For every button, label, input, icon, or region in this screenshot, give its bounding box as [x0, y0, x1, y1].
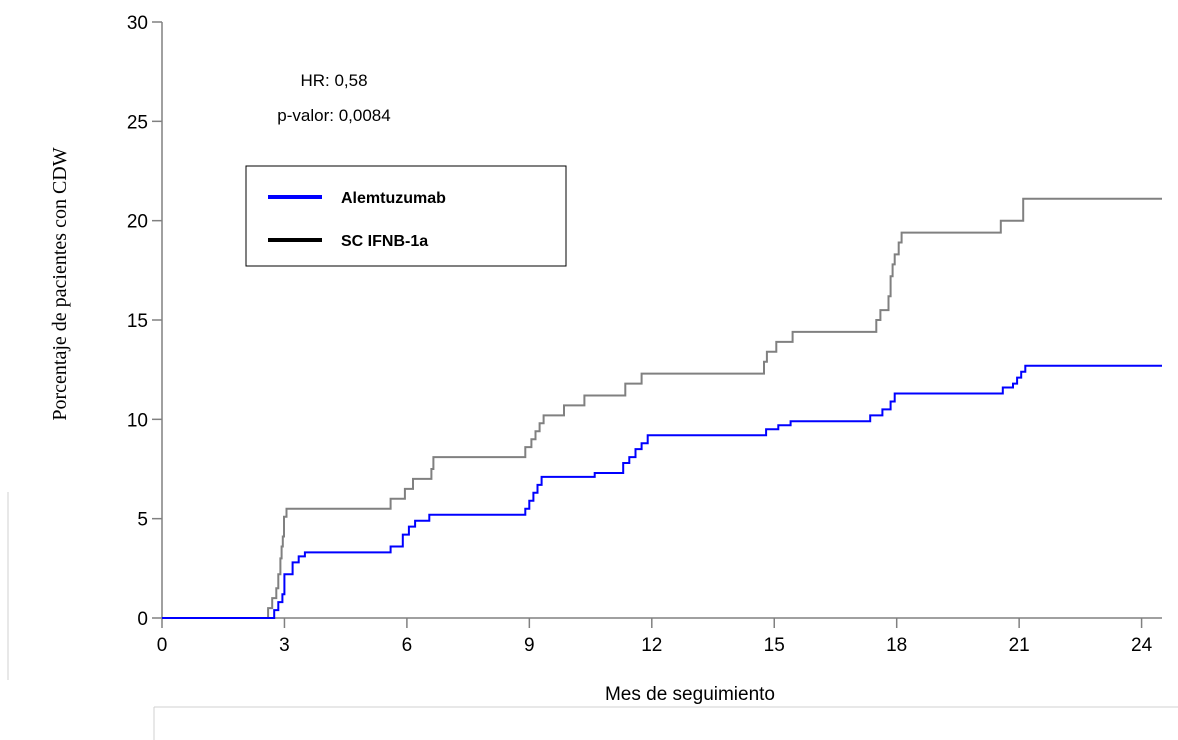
y-ticks: 0 5 10 15 20 25 30: [127, 13, 162, 630]
series-line-sc-ifnb-1a: [162, 197, 1162, 619]
x-tick-label: 6: [402, 635, 413, 656]
x-tick-label: 9: [524, 635, 535, 656]
x-tick-label: 3: [279, 635, 290, 656]
x-tick-label: 18: [886, 635, 907, 656]
y-tick-label: 5: [137, 510, 148, 531]
series-line-alemtuzumab: [162, 364, 1162, 619]
legend-box: [245, 165, 567, 267]
legend: Alemtuzumab SC IFNB-1a: [245, 165, 567, 267]
x-ticks: 0 3 6 9 12 15 18 21 24: [157, 618, 1153, 656]
hr-annotation: HR: 0,58: [300, 71, 367, 90]
p-value-annotation: p-valor: 0,0084: [277, 106, 390, 125]
y-tick-label: 25: [127, 112, 148, 133]
x-tick-label: 12: [641, 635, 662, 656]
legend-label-alemtuzumab: Alemtuzumab: [341, 190, 446, 207]
y-tick-label: 10: [127, 410, 148, 431]
series-layer: [162, 197, 1162, 619]
x-axis-label: Mes de seguimiento: [605, 684, 775, 705]
y-tick-label: 0: [137, 609, 148, 630]
y-tick-label: 20: [127, 212, 148, 233]
y-tick-label: 30: [127, 13, 148, 34]
x-tick-label: 15: [764, 635, 785, 656]
legend-label-sc-ifnb-1a: SC IFNB-1a: [341, 233, 428, 250]
x-tick-label: 24: [1131, 635, 1153, 656]
y-tick-label: 15: [127, 311, 148, 332]
x-tick-label: 0: [157, 635, 168, 656]
y-axis-label: Porcentaje de pacientes con CDW: [49, 147, 71, 420]
x-tick-label: 21: [1009, 635, 1030, 656]
